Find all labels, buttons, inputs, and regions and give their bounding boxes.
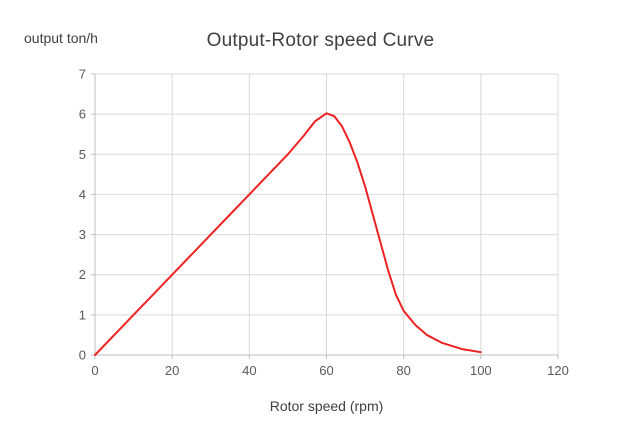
x-tick-label: 0 bbox=[91, 363, 98, 378]
series-line bbox=[94, 112, 482, 356]
y-tick-label: 2 bbox=[79, 267, 86, 282]
y-tick-label: 0 bbox=[79, 348, 86, 363]
y-tick-label: 1 bbox=[79, 307, 86, 322]
chart-title: Output-Rotor speed Curve bbox=[206, 30, 435, 51]
x-tick-label: 120 bbox=[547, 363, 569, 378]
x-tick-label: 20 bbox=[165, 363, 179, 378]
x-tick-label: 80 bbox=[396, 363, 410, 378]
y-tick-label: 7 bbox=[79, 67, 86, 82]
x-axis-title: Rotor speed (rpm) bbox=[269, 398, 384, 414]
x-tick-label: 100 bbox=[470, 363, 492, 378]
y-axis-unit-label: output ton/h bbox=[24, 30, 98, 46]
y-tick-label: 5 bbox=[79, 147, 86, 162]
y-tick-label: 4 bbox=[79, 187, 86, 202]
x-tick-label: 60 bbox=[319, 363, 333, 378]
y-tick-label: 6 bbox=[79, 107, 86, 122]
y-tick-label: 3 bbox=[79, 227, 86, 242]
x-tick-label: 40 bbox=[242, 363, 256, 378]
